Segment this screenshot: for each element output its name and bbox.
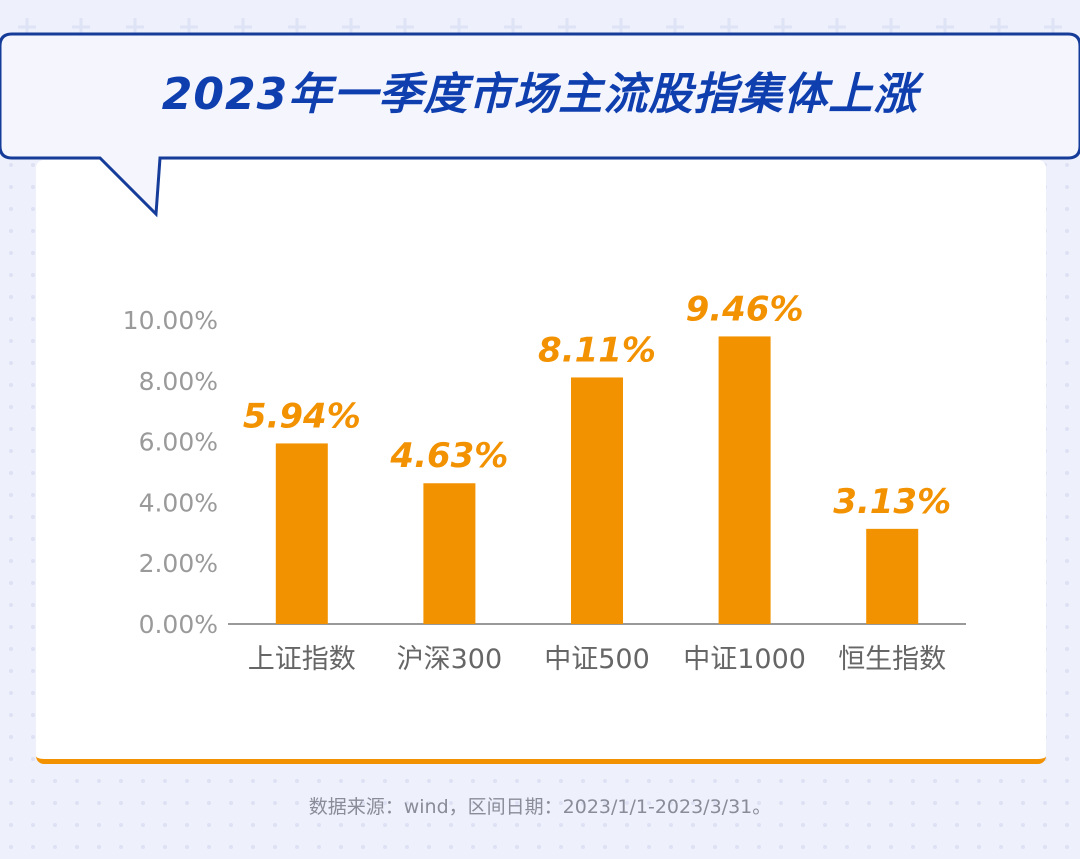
chart-card [36, 160, 1046, 764]
y-tick-label: 10.00% [123, 306, 218, 335]
data-label: 3.13% [833, 482, 951, 522]
bar [571, 377, 623, 624]
bar [275, 443, 328, 624]
x-tick-label: 中证500 [544, 644, 650, 675]
source-note: 数据来源：wind，区间日期：2023/1/1-2023/3/31。 [308, 796, 772, 818]
data-label: 4.63% [389, 436, 508, 476]
x-tick-label: 沪深300 [397, 644, 503, 675]
y-tick-label: 6.00% [139, 428, 218, 457]
bar [423, 483, 476, 624]
y-tick-label: 0.00% [139, 610, 218, 639]
x-tick-label: 恒生指数 [838, 644, 946, 675]
chart-title: 2023年一季度市场主流股指集体上涨 [161, 69, 919, 120]
y-tick-label: 2.00% [139, 549, 218, 578]
bar [718, 336, 771, 624]
data-label: 8.11% [538, 330, 656, 370]
x-tick-label: 上证指数 [248, 644, 356, 675]
y-tick-label: 4.00% [139, 488, 218, 517]
bar [866, 528, 919, 624]
data-label: 5.94% [243, 396, 361, 436]
y-tick-label: 8.00% [139, 367, 218, 396]
x-tick-label: 中证1000 [683, 644, 806, 675]
data-label: 9.46% [686, 289, 804, 329]
